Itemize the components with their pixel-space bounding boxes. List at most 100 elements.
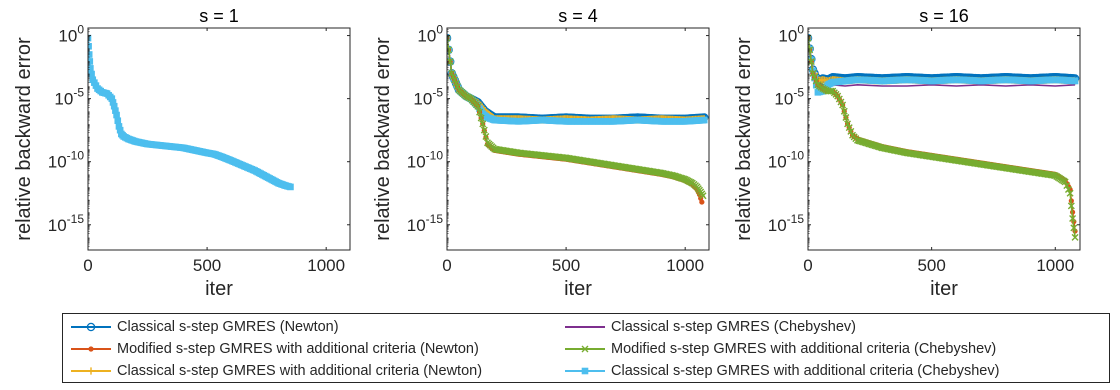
series-classical-s-step-gmres-with-additional-criteria-chebyshev-point	[287, 183, 294, 191]
legend-label: Classical s-step GMRES with additional c…	[611, 363, 1000, 379]
series-modified-s-step-gmres-with-additional-criteria-chebyshev-point	[808, 34, 812, 42]
y-tick-exponent: -15	[787, 212, 805, 226]
legend-swatch-marker	[581, 367, 589, 375]
series-classical-s-step-gmres-with-additional-criteria-chebyshev-point	[88, 58, 94, 65]
y-tick-label: 10-15	[768, 212, 805, 235]
x-tick-label: 500	[193, 256, 221, 275]
y-tick-base: 10	[417, 27, 436, 46]
y-tick-base: 10	[48, 153, 67, 172]
plot-area	[447, 28, 709, 250]
series-classical-s-step-gmres-with-additional-criteria-chebyshev-point	[88, 65, 94, 72]
series-modified-s-step-gmres-with-additional-criteria-chebyshev-point	[1069, 214, 1077, 222]
legend-label: Classical s-step GMRES with additional c…	[117, 363, 483, 379]
y-tick-label: 10-10	[48, 149, 85, 172]
legend-item: Classical s-step GMRES (Newton)	[69, 316, 339, 338]
series-modified-s-step-gmres-with-additional-criteria-chebyshev-point	[842, 114, 850, 122]
legend-label: Classical s-step GMRES (Newton)	[117, 319, 339, 335]
series-modified-s-step-gmres-with-additional-criteria-chebyshev-point	[811, 73, 819, 81]
series-group	[88, 34, 294, 191]
legend-label: Modified s-step GMRES with additional cr…	[611, 341, 997, 357]
y-tick-exponent: -10	[787, 149, 805, 163]
y-tick-base: 10	[778, 27, 797, 46]
legend-swatch-classical-newton	[71, 322, 111, 332]
x-axis-label: iter	[564, 278, 592, 300]
y-tick-label: 10-5	[413, 86, 443, 109]
series-modified-s-step-gmres-with-additional-criteria-chebyshev-point	[1064, 185, 1072, 193]
y-tick-exponent: 0	[797, 23, 804, 37]
series-modified-s-step-gmres-with-additional-criteria-chebyshev-point	[808, 46, 814, 54]
legend-swatch-classical-chebyshev	[565, 326, 605, 328]
series-modified-s-step-gmres-with-additional-criteria-chebyshev-point	[447, 34, 451, 42]
series-modified-s-step-gmres-with-additional-criteria-chebyshev-point	[1061, 178, 1069, 186]
series-modified-s-step-gmres-with-additional-criteria-newton-point	[699, 199, 705, 205]
x-tick-label: 500	[552, 256, 580, 275]
series-modified-s-step-gmres-with-additional-criteria-chebyshev-point	[479, 120, 487, 128]
legend-label: Modified s-step GMRES with additional cr…	[117, 341, 479, 357]
x-tick-label: 500	[917, 256, 945, 275]
y-tick-base: 10	[407, 216, 426, 235]
legend-swatch-modified-chebyshev	[565, 345, 605, 353]
series-classical-s-step-gmres-with-additional-criteria-chebyshev-point	[88, 34, 92, 42]
series-modified-s-step-gmres-with-additional-criteria-chebyshev-point	[839, 101, 847, 109]
legend-item: Classical s-step GMRES (Chebyshev)	[563, 316, 856, 338]
series-classical-s-step-gmres-with-additional-criteria-chebyshev-point	[108, 95, 116, 102]
y-tick-base: 10	[48, 216, 67, 235]
y-tick-base: 10	[407, 153, 426, 172]
panel-title: s = 1	[199, 6, 239, 26]
series-modified-s-step-gmres-with-additional-criteria-chebyshev-point	[1063, 182, 1071, 190]
series-modified-s-step-gmres-with-additional-criteria-chebyshev-point	[844, 120, 852, 128]
legend-item: Modified s-step GMRES with additional cr…	[69, 338, 479, 360]
series-classical-s-step-gmres-with-additional-criteria-chebyshev-point	[115, 123, 123, 130]
legend-label: Classical s-step GMRES (Chebyshev)	[611, 319, 856, 335]
y-tick-exponent: -10	[426, 149, 444, 163]
series-classical-s-step-gmres-with-additional-criteria-chebyshev-point	[88, 42, 92, 50]
panel-title: s = 16	[919, 6, 969, 26]
series-modified-s-step-gmres-with-additional-criteria-chebyshev-point	[812, 77, 820, 85]
series-group	[447, 33, 709, 205]
y-tick-label: 10-10	[407, 149, 444, 172]
legend-swatch-marker	[88, 346, 94, 352]
x-tick-label: 1000	[666, 256, 704, 275]
legend-swatch-classical-criteria-chebyshev	[565, 367, 605, 375]
y-tick-label: 10-15	[48, 212, 85, 235]
y-axis-label: relative backward error	[733, 37, 755, 241]
series-modified-s-step-gmres-with-additional-criteria-chebyshev-point	[840, 107, 848, 115]
y-tick-exponent: 0	[77, 23, 84, 37]
series-group	[808, 33, 1080, 241]
y-tick-base: 10	[413, 90, 432, 109]
series-modified-s-step-gmres-with-additional-criteria-chebyshev-point	[845, 124, 853, 132]
legend-swatch-marker	[87, 367, 95, 375]
y-tick-exponent: -5	[793, 86, 804, 100]
y-tick-base: 10	[768, 216, 787, 235]
y-tick-label: 10-15	[407, 212, 444, 235]
y-tick-base: 10	[774, 90, 793, 109]
series-classical-s-step-gmres-with-additional-criteria-chebyshev-point	[112, 107, 119, 114]
x-tick-label: 1000	[1036, 256, 1074, 275]
y-tick-base: 10	[58, 27, 77, 46]
y-tick-exponent: -15	[67, 212, 85, 226]
y-tick-label: 10-5	[54, 86, 84, 109]
series-modified-s-step-gmres-with-additional-criteria-chebyshev-point	[1070, 224, 1078, 232]
panel-title: s = 4	[558, 6, 598, 26]
series-modified-s-step-gmres-with-additional-criteria-chebyshev-point	[847, 127, 855, 135]
series-modified-s-step-gmres-with-additional-criteria-chebyshev-point	[480, 126, 488, 134]
y-tick-exponent: -15	[426, 212, 444, 226]
y-tick-exponent: -10	[67, 149, 85, 163]
x-tick-label: 0	[442, 256, 451, 275]
x-axis-label: iter	[205, 278, 233, 300]
series-classical-s-step-gmres-with-additional-criteria-chebyshev-point	[88, 51, 93, 58]
series-modified-s-step-gmres-with-additional-criteria-chebyshev-point	[474, 102, 482, 110]
legend-item: Modified s-step GMRES with additional cr…	[563, 338, 996, 360]
x-tick-label: 0	[83, 256, 92, 275]
series-classical-s-step-gmres-with-additional-criteria-chebyshev-point	[700, 116, 708, 124]
series-classical-s-step-gmres-with-additional-criteria-chebyshev-point	[88, 70, 95, 78]
y-tick-exponent: 0	[436, 23, 443, 37]
y-tick-exponent: -5	[432, 86, 443, 100]
x-tick-label: 1000	[307, 256, 345, 275]
y-tick-base: 10	[54, 90, 73, 109]
legend-swatch-marker	[86, 322, 96, 332]
